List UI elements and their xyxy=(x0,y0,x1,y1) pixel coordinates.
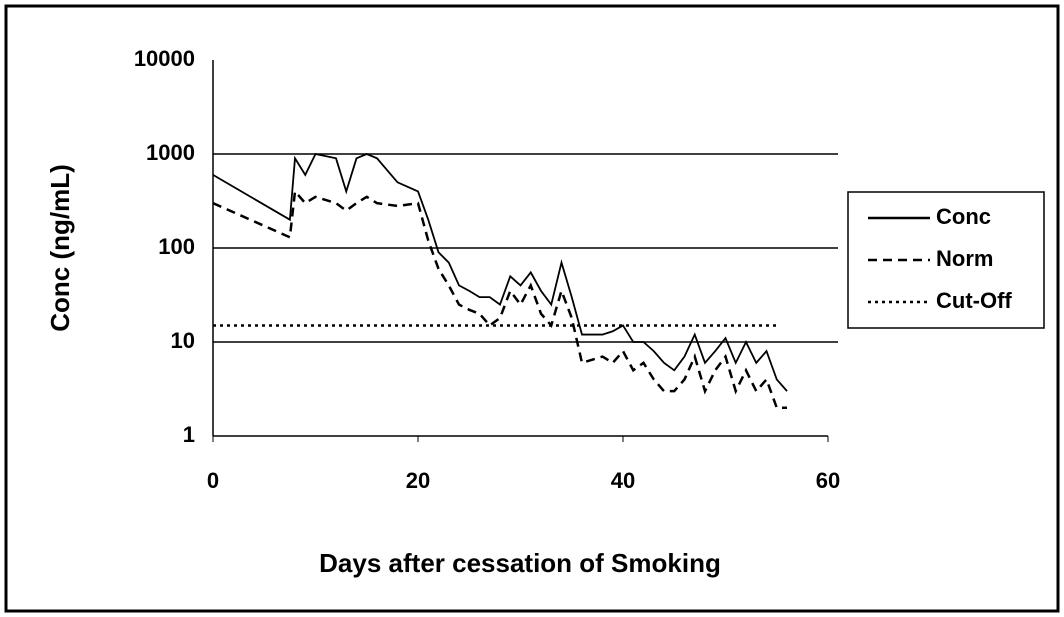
legend-label: Cut-Off xyxy=(936,288,1012,313)
series-line xyxy=(212,188,787,409)
x-tick-label: 20 xyxy=(406,468,430,493)
y-axis-title: Conc (ng/mL) xyxy=(45,164,75,332)
legend-label: Norm xyxy=(936,246,993,271)
y-tick-label: 10 xyxy=(171,328,195,353)
y-tick-label: 1 xyxy=(183,422,195,447)
y-tick-label: 1000 xyxy=(146,140,195,165)
legend-box xyxy=(847,191,1045,329)
series-line xyxy=(212,152,788,392)
x-tick-label: 60 xyxy=(816,468,840,493)
y-tick-label: 10000 xyxy=(134,46,195,71)
y-tick-label: 100 xyxy=(158,234,195,259)
x-tick-label: 40 xyxy=(611,468,635,493)
x-tick-label: 0 xyxy=(207,468,219,493)
x-axis-title: Days after cessation of Smoking xyxy=(319,548,721,578)
legend-label: Conc xyxy=(936,204,991,229)
